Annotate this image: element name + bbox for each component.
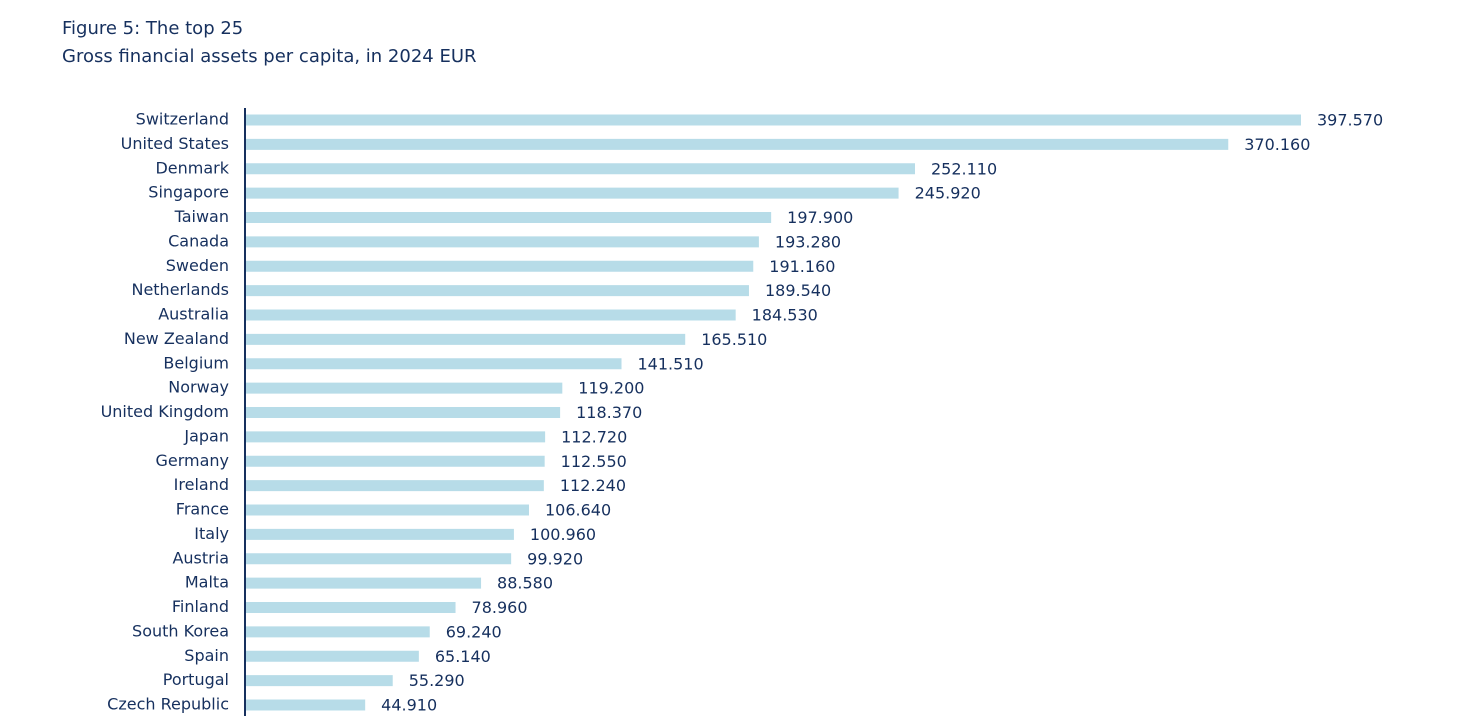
value-label: 193.280 [775,232,841,251]
category-label: South Korea [132,621,229,640]
bar [246,480,544,492]
category-label: Switzerland [136,110,229,129]
category-label: Ireland [174,475,229,494]
value-label: 55.290 [409,671,465,690]
bar [246,431,546,443]
value-label: 189.540 [765,281,831,300]
bar [246,382,563,394]
value-label: 106.640 [545,501,611,520]
bar [246,309,736,321]
category-label: Denmark [155,158,229,177]
bar [246,528,514,540]
bar [246,407,561,418]
category-label: Malta [185,573,229,592]
value-label: 112.550 [561,452,627,471]
value-label: 118.370 [576,403,642,422]
bar [246,138,1229,150]
bar [246,163,916,175]
category-label: Germany [155,451,229,470]
category-label: Italy [194,524,229,543]
value-label: 197.900 [787,208,853,227]
category-label: United States [121,134,229,153]
value-label: 88.580 [497,574,553,593]
category-label: Taiwan [174,207,229,226]
value-label: 245.920 [915,184,981,203]
category-label: Spain [184,646,229,665]
value-label: 370.160 [1244,135,1310,154]
value-label: 112.720 [561,427,627,446]
value-label: 65.140 [435,647,491,666]
bar [246,358,622,370]
chart-title: Figure 5: The top 25 [62,18,243,39]
category-label: New Zealand [124,329,229,348]
category-label: Japan [183,426,229,445]
bar [246,260,754,272]
value-label: 112.240 [560,476,626,495]
bar [246,455,545,467]
value-label: 397.570 [1317,111,1383,130]
category-label: United Kingdom [101,402,229,421]
category-label: Finland [172,597,229,616]
value-label: 99.920 [527,549,583,568]
value-label: 78.960 [472,598,528,617]
chart-subtitle: Gross financial assets per capita, in 20… [62,46,477,67]
bar [246,602,456,613]
value-label: 184.530 [752,306,818,325]
category-label: Sweden [166,256,229,275]
category-label: Austria [172,548,229,567]
bar [246,187,899,199]
value-label: 141.510 [638,354,704,373]
bar [246,212,772,223]
category-label: France [176,500,229,519]
category-label: Portugal [163,670,229,689]
category-label: Australia [158,305,229,324]
bar [246,504,529,516]
bar [246,553,512,565]
value-label: 252.110 [931,159,997,178]
bar [246,650,419,662]
value-label: 69.240 [446,622,502,641]
category-label: Czech Republic [107,695,229,714]
bar [246,236,759,248]
value-label: 44.910 [381,696,437,715]
category-label: Norway [168,378,229,397]
bar [246,333,686,345]
bar [246,577,482,589]
bar [246,285,749,297]
bar [246,699,366,711]
category-label: Canada [168,231,229,250]
category-label: Belgium [163,353,229,372]
category-label: Singapore [148,183,229,202]
value-label: 119.200 [578,379,644,398]
bar [246,114,1301,126]
bar [246,626,430,638]
value-label: 191.160 [769,257,835,276]
value-label: 165.510 [701,330,767,349]
value-label: 100.960 [530,525,596,544]
bar [246,675,393,687]
category-label: Netherlands [131,280,229,299]
